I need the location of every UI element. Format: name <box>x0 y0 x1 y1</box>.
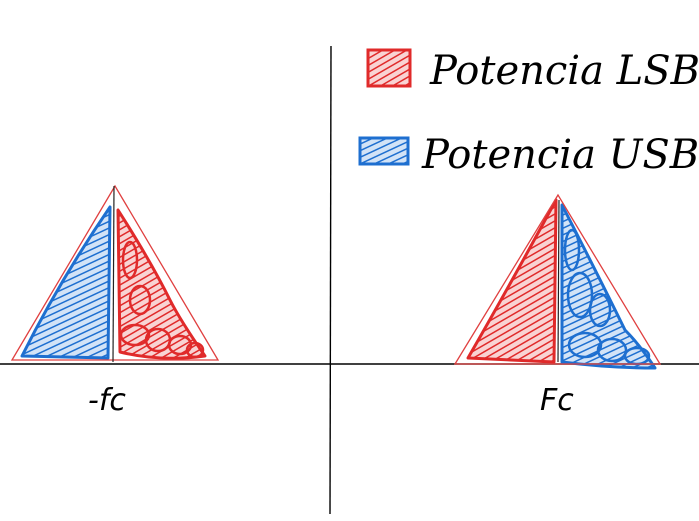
label-pos-fc: Fc <box>540 383 574 418</box>
outline-triangle-neg-fc <box>10 184 220 361</box>
spectrum-neg-fc <box>10 184 220 363</box>
outline-triangle-pos-fc <box>453 193 662 365</box>
legend-item-lsb: Potencia LSB <box>366 48 699 94</box>
legend-swatch-lsb <box>366 48 412 88</box>
label-neg-fc: -fc <box>88 383 126 418</box>
lsb-region-neg-fc <box>116 208 207 360</box>
legend-label-usb: Potencia USB <box>421 132 699 178</box>
center-line-neg-fc <box>112 185 115 363</box>
spectrum-pos-fc <box>453 193 662 370</box>
vertical-axis <box>329 45 332 515</box>
legend: Potencia LSB Potencia USB <box>358 48 699 178</box>
usb-region-pos-fc <box>560 203 657 370</box>
usb-region-neg-fc <box>20 205 112 360</box>
legend-swatch-usb <box>358 136 410 166</box>
center-line-pos-fc <box>557 199 560 363</box>
legend-label-lsb: Potencia LSB <box>429 48 699 94</box>
lsb-region-pos-fc <box>466 198 558 364</box>
lsb-scribble-neg-fc <box>119 240 205 359</box>
legend-item-usb: Potencia USB <box>358 132 699 178</box>
